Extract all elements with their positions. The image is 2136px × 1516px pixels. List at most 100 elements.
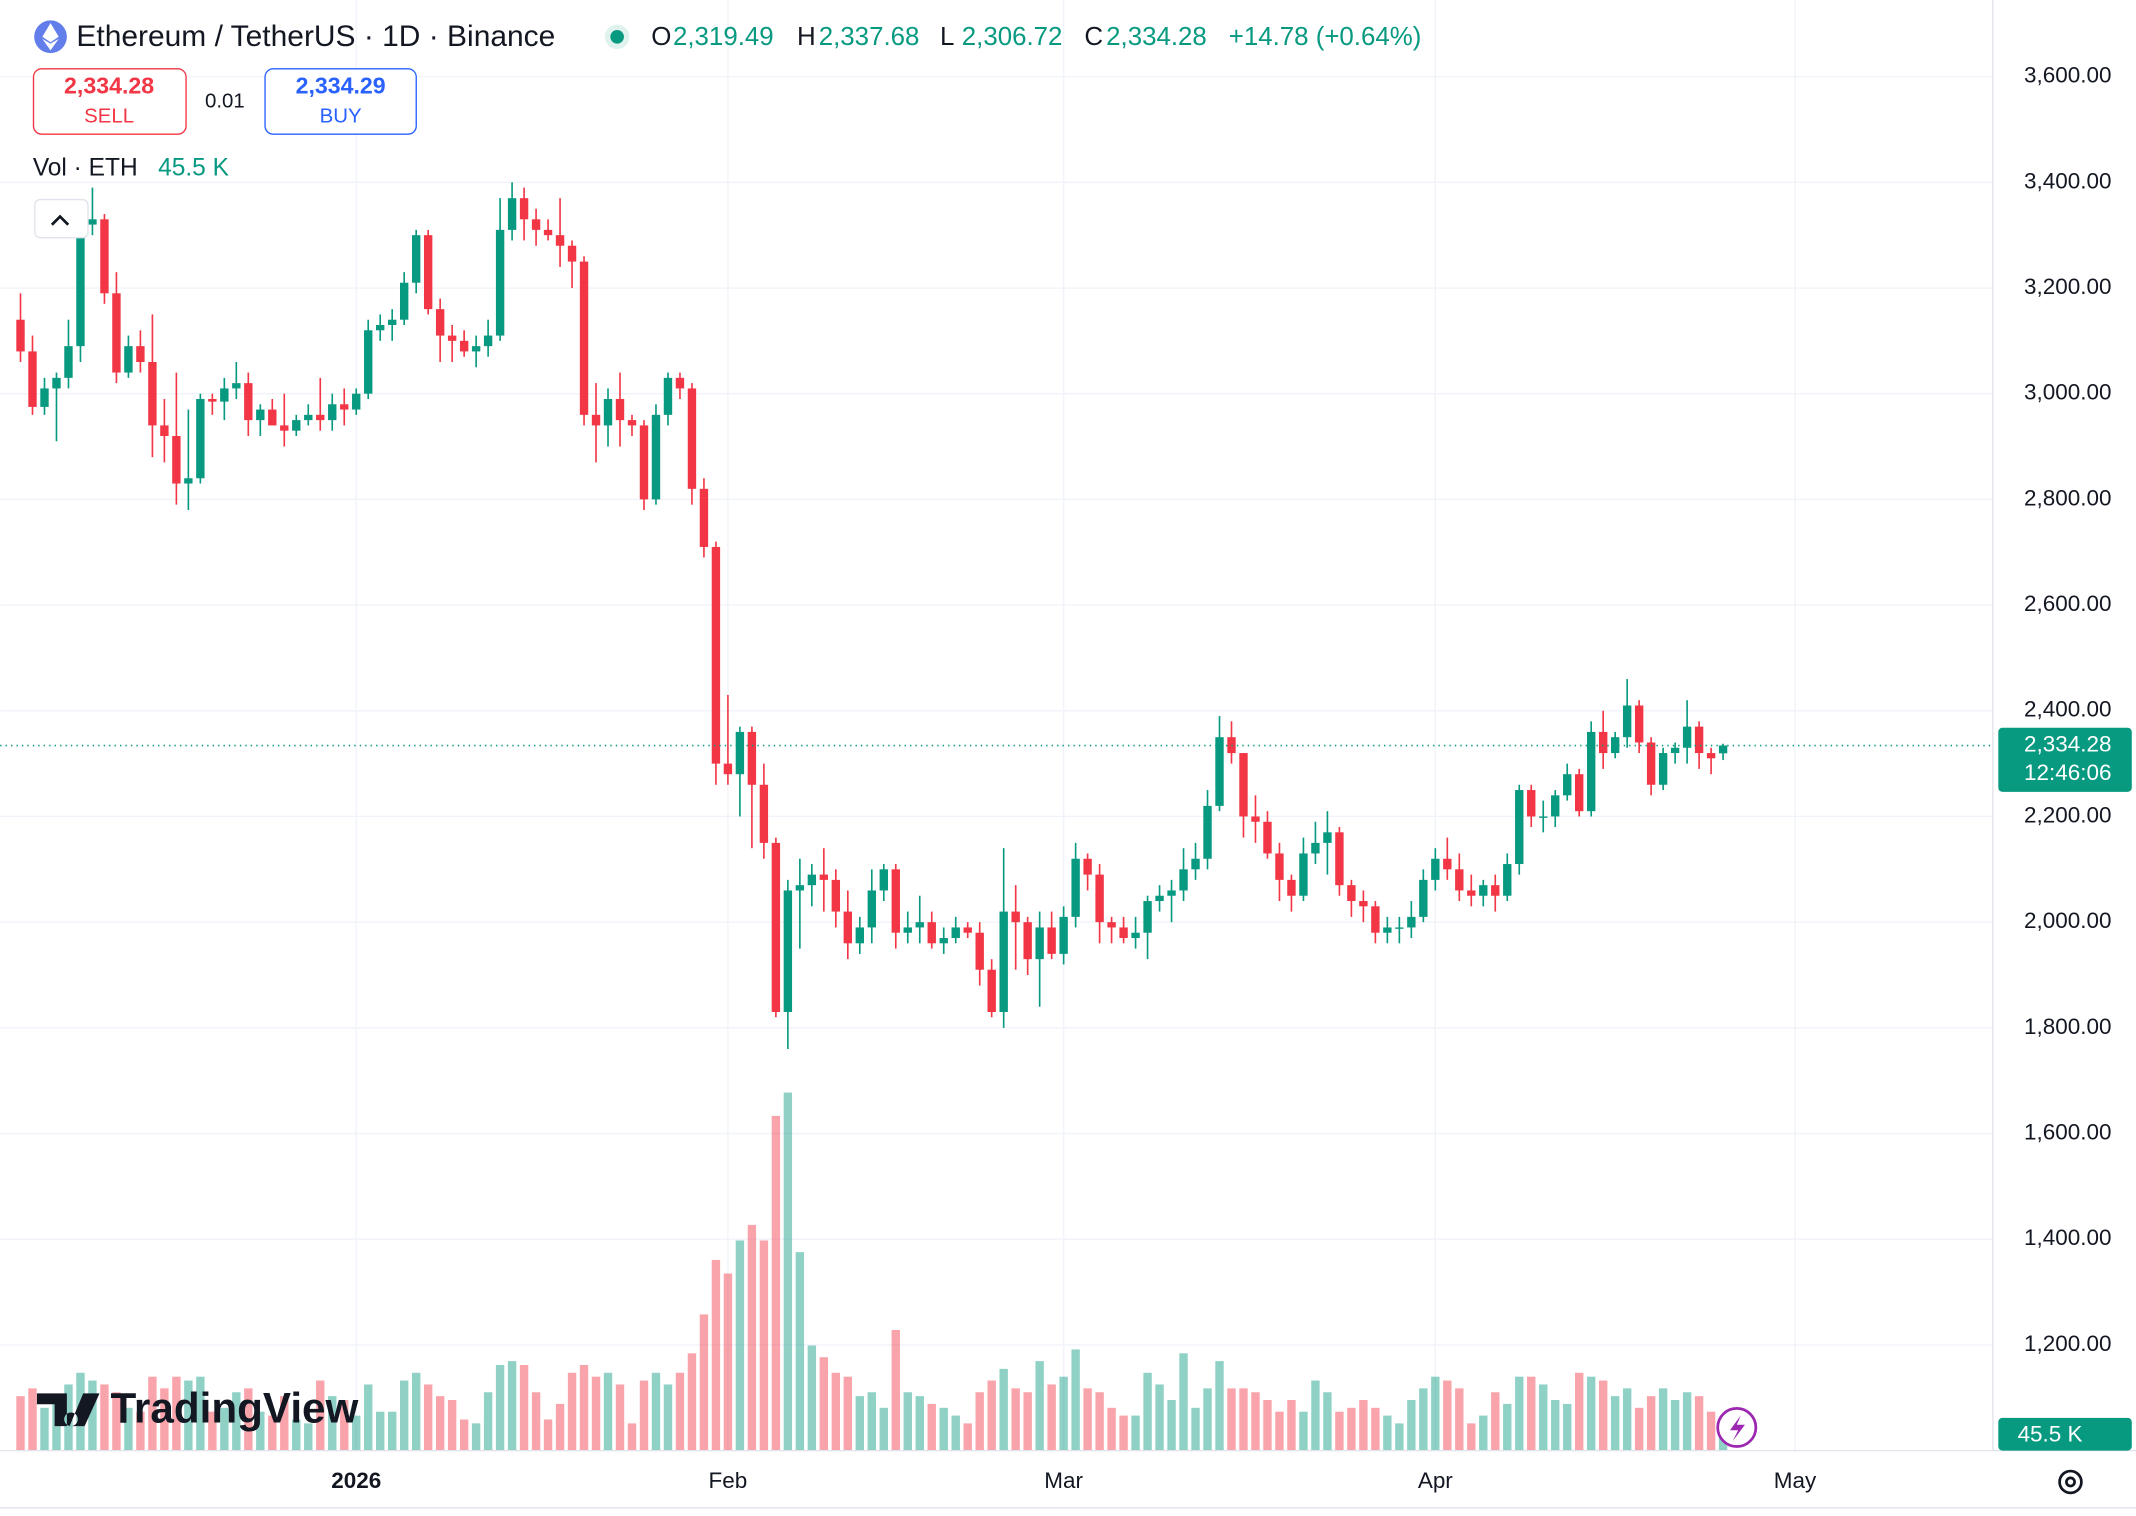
volume-bar — [771, 1115, 781, 1451]
lightning-icon — [1729, 1415, 1745, 1442]
y-tick-label: 3,200.00 — [2024, 274, 2111, 299]
volume-bar — [747, 1224, 757, 1451]
volume-bar — [711, 1259, 721, 1451]
volume-legend-value: 45.5 K — [158, 154, 229, 181]
candle-body — [280, 425, 289, 431]
volume-bar — [867, 1392, 876, 1451]
candle-body — [903, 927, 912, 933]
candle-body — [1107, 922, 1116, 928]
candle-body — [316, 414, 325, 421]
candle-body — [435, 309, 445, 336]
y-tick-label: 3,600.00 — [2024, 63, 2111, 88]
volume-bar — [1395, 1423, 1404, 1451]
volume-bar — [160, 1388, 169, 1451]
volume-bar — [1287, 1400, 1296, 1451]
candle-body — [1479, 885, 1488, 896]
volume-bar — [459, 1419, 469, 1451]
volume-bar — [807, 1345, 817, 1451]
volume-pane — [16, 1092, 1728, 1451]
sell-button[interactable] — [32, 68, 187, 135]
volume-bar — [1503, 1403, 1512, 1451]
market-status-dot — [610, 29, 624, 44]
candle-body — [1203, 805, 1212, 859]
volume-bar — [1047, 1384, 1056, 1451]
volume-bar — [555, 1403, 565, 1451]
candle-body — [52, 377, 61, 389]
candle-body — [1335, 832, 1344, 886]
axes: 1,200.00 1,400.00 1,600.00 1,800.00 2,000.00… — [331, 63, 2132, 1493]
y-tick-label: 2,800.00 — [2024, 485, 2111, 510]
candle-body — [663, 377, 673, 415]
volume-bar — [687, 1353, 697, 1451]
candle-body — [951, 927, 960, 939]
candle-body — [603, 398, 613, 426]
volume-bar — [1575, 1372, 1584, 1451]
candle-body — [76, 224, 85, 347]
candle-body — [1323, 832, 1332, 843]
buy-button[interactable] — [264, 68, 417, 135]
volume-bar — [975, 1392, 984, 1451]
candle-body — [627, 420, 637, 426]
candle-body — [1119, 927, 1128, 939]
volume-bar — [843, 1376, 853, 1451]
volume-bar — [1167, 1400, 1176, 1451]
price-pane — [0, 182, 1993, 1049]
candle-body — [699, 488, 709, 547]
volume-bar — [1622, 1388, 1632, 1451]
volume-bar — [759, 1240, 769, 1451]
candle-body — [411, 235, 421, 283]
settings-button[interactable] — [2058, 1469, 2083, 1495]
candle-body — [651, 414, 661, 500]
candle-body — [483, 335, 493, 347]
candle-body — [495, 229, 505, 336]
volume-bar — [495, 1364, 505, 1451]
volume-bar — [735, 1240, 745, 1451]
volume-bar — [1083, 1388, 1092, 1451]
symbol-title[interactable]: Ethereum / TetherUS · 1D · Binance — [76, 20, 555, 53]
quantity[interactable]: 0.01 — [205, 91, 245, 113]
candle-body — [975, 932, 984, 970]
candle-body — [543, 229, 553, 236]
volume-bar — [88, 1380, 97, 1451]
volume-bar — [603, 1372, 613, 1451]
candle-body — [1191, 858, 1200, 870]
volume-bar — [1586, 1376, 1596, 1451]
volume-bar — [136, 1411, 145, 1451]
volume-bar — [915, 1396, 924, 1451]
volume-bar — [1694, 1396, 1704, 1451]
candle-body — [1658, 753, 1668, 785]
volume-bar — [1479, 1415, 1488, 1451]
candle-body — [927, 922, 936, 944]
candle-body — [999, 911, 1008, 1012]
volume-bar — [1023, 1392, 1032, 1451]
candle-body — [1179, 869, 1188, 891]
candle-body — [1551, 795, 1560, 817]
candle-body — [675, 377, 685, 389]
y-tick-label: 3,400.00 — [2024, 168, 2111, 193]
volume-bar — [1431, 1376, 1440, 1451]
candle-body — [1251, 816, 1260, 822]
candle-body — [555, 235, 565, 246]
volume-bar — [1263, 1400, 1272, 1451]
volume-bar — [399, 1380, 409, 1451]
candle-body — [172, 435, 181, 484]
candle-body — [879, 869, 888, 891]
last-volume-badge — [1998, 1417, 2132, 1451]
candle-body — [1347, 885, 1356, 902]
volume-bar — [675, 1372, 685, 1451]
candle-body — [160, 425, 169, 436]
candle-body — [208, 398, 217, 402]
volume-bar — [1299, 1411, 1308, 1451]
candle-body — [795, 885, 805, 891]
volume-bar — [1383, 1415, 1392, 1451]
ohlc-value: 2,306.72 — [962, 23, 1063, 51]
volume-bar — [531, 1392, 541, 1451]
eth-glyph — [42, 23, 59, 51]
volume-bar — [1515, 1376, 1524, 1451]
candle-body — [184, 478, 193, 484]
buy-label: BUY — [320, 106, 362, 128]
volume-bar — [208, 1411, 217, 1451]
volume-bar — [184, 1380, 193, 1451]
volume-bar — [1610, 1396, 1620, 1451]
